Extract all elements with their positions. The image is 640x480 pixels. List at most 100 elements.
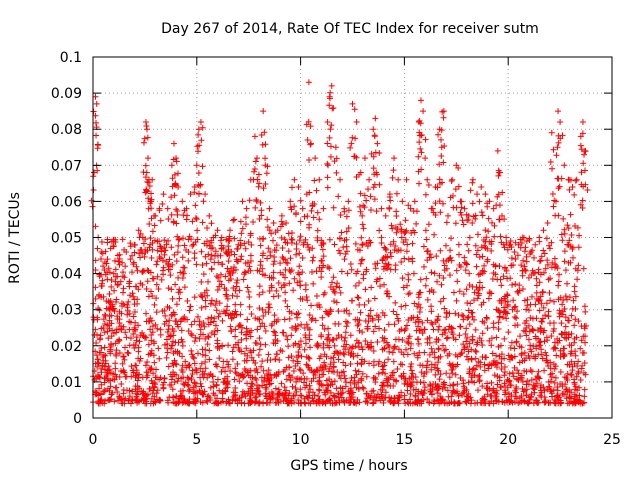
data-point <box>557 118 564 125</box>
data-point <box>561 248 568 255</box>
data-point <box>398 303 405 310</box>
data-point <box>216 387 223 394</box>
data-point <box>466 321 473 328</box>
data-point <box>533 345 540 352</box>
data-point <box>337 391 344 398</box>
data-point <box>148 337 155 344</box>
data-point <box>255 183 262 190</box>
data-point <box>570 254 577 261</box>
data-point <box>436 198 443 205</box>
data-point <box>352 135 359 142</box>
data-point <box>331 342 338 349</box>
data-point <box>281 316 288 323</box>
data-point <box>441 262 448 269</box>
data-point <box>171 192 178 199</box>
data-point <box>173 158 180 165</box>
data-point <box>365 312 372 319</box>
data-point <box>556 183 563 190</box>
data-point <box>99 277 106 284</box>
data-point <box>332 400 339 407</box>
data-point <box>197 365 204 372</box>
data-point <box>495 319 502 326</box>
data-point <box>154 325 161 332</box>
data-point <box>213 298 220 305</box>
data-point <box>188 236 195 243</box>
data-point <box>249 381 256 388</box>
y-tick-label: 0.1 <box>60 50 82 66</box>
data-point <box>573 176 580 183</box>
data-point <box>405 317 412 324</box>
data-point <box>500 273 507 280</box>
data-point <box>549 191 556 197</box>
data-point <box>472 326 479 333</box>
data-point <box>438 179 445 186</box>
data-point <box>184 381 191 388</box>
data-point <box>396 393 403 400</box>
data-point <box>444 352 451 359</box>
data-point <box>523 238 530 245</box>
data-point <box>300 370 307 377</box>
data-point <box>327 126 334 133</box>
data-point <box>351 374 358 381</box>
data-point <box>508 354 515 361</box>
data-point <box>355 321 362 328</box>
data-point <box>570 399 577 406</box>
data-point <box>100 316 107 323</box>
data-point <box>292 385 299 392</box>
data-point <box>491 222 498 229</box>
data-point <box>452 371 459 378</box>
data-point <box>277 260 284 267</box>
data-point <box>331 378 338 385</box>
data-point <box>539 355 546 362</box>
data-point <box>518 372 525 379</box>
data-point <box>404 241 411 248</box>
data-point <box>208 252 215 259</box>
data-point <box>169 338 176 345</box>
data-point <box>547 297 554 304</box>
data-point <box>435 359 442 366</box>
data-point <box>564 388 571 395</box>
data-point <box>265 245 272 252</box>
data-point <box>572 316 579 323</box>
data-point <box>154 258 161 265</box>
data-point <box>361 192 368 199</box>
data-point <box>143 334 150 341</box>
data-point <box>145 195 152 202</box>
data-point <box>352 343 359 350</box>
data-point <box>299 296 306 303</box>
data-point <box>172 318 179 325</box>
data-point <box>327 153 334 160</box>
data-point <box>305 118 312 125</box>
data-point <box>373 394 380 401</box>
data-point <box>453 267 460 274</box>
data-point <box>186 364 193 371</box>
data-point <box>343 379 350 386</box>
data-point <box>403 176 410 183</box>
data-point <box>140 267 147 274</box>
data-point <box>168 342 175 349</box>
data-point <box>465 247 472 254</box>
data-point <box>185 328 192 335</box>
data-point <box>295 341 302 348</box>
data-point <box>184 297 191 304</box>
data-point <box>259 306 266 313</box>
data-point <box>348 140 355 147</box>
data-point <box>541 327 548 334</box>
data-point <box>282 289 289 296</box>
data-point <box>514 288 521 295</box>
data-point <box>530 270 537 277</box>
data-point <box>296 271 303 278</box>
data-point <box>265 372 272 379</box>
data-point <box>229 397 236 404</box>
data-point <box>307 344 314 351</box>
data-point <box>373 278 380 285</box>
data-point <box>127 319 134 326</box>
data-point <box>501 304 508 311</box>
data-point <box>186 307 193 314</box>
data-point <box>488 398 495 405</box>
data-point <box>299 205 306 212</box>
data-point <box>269 320 276 327</box>
data-point <box>293 251 300 258</box>
data-point <box>391 155 398 162</box>
data-point <box>424 296 431 303</box>
